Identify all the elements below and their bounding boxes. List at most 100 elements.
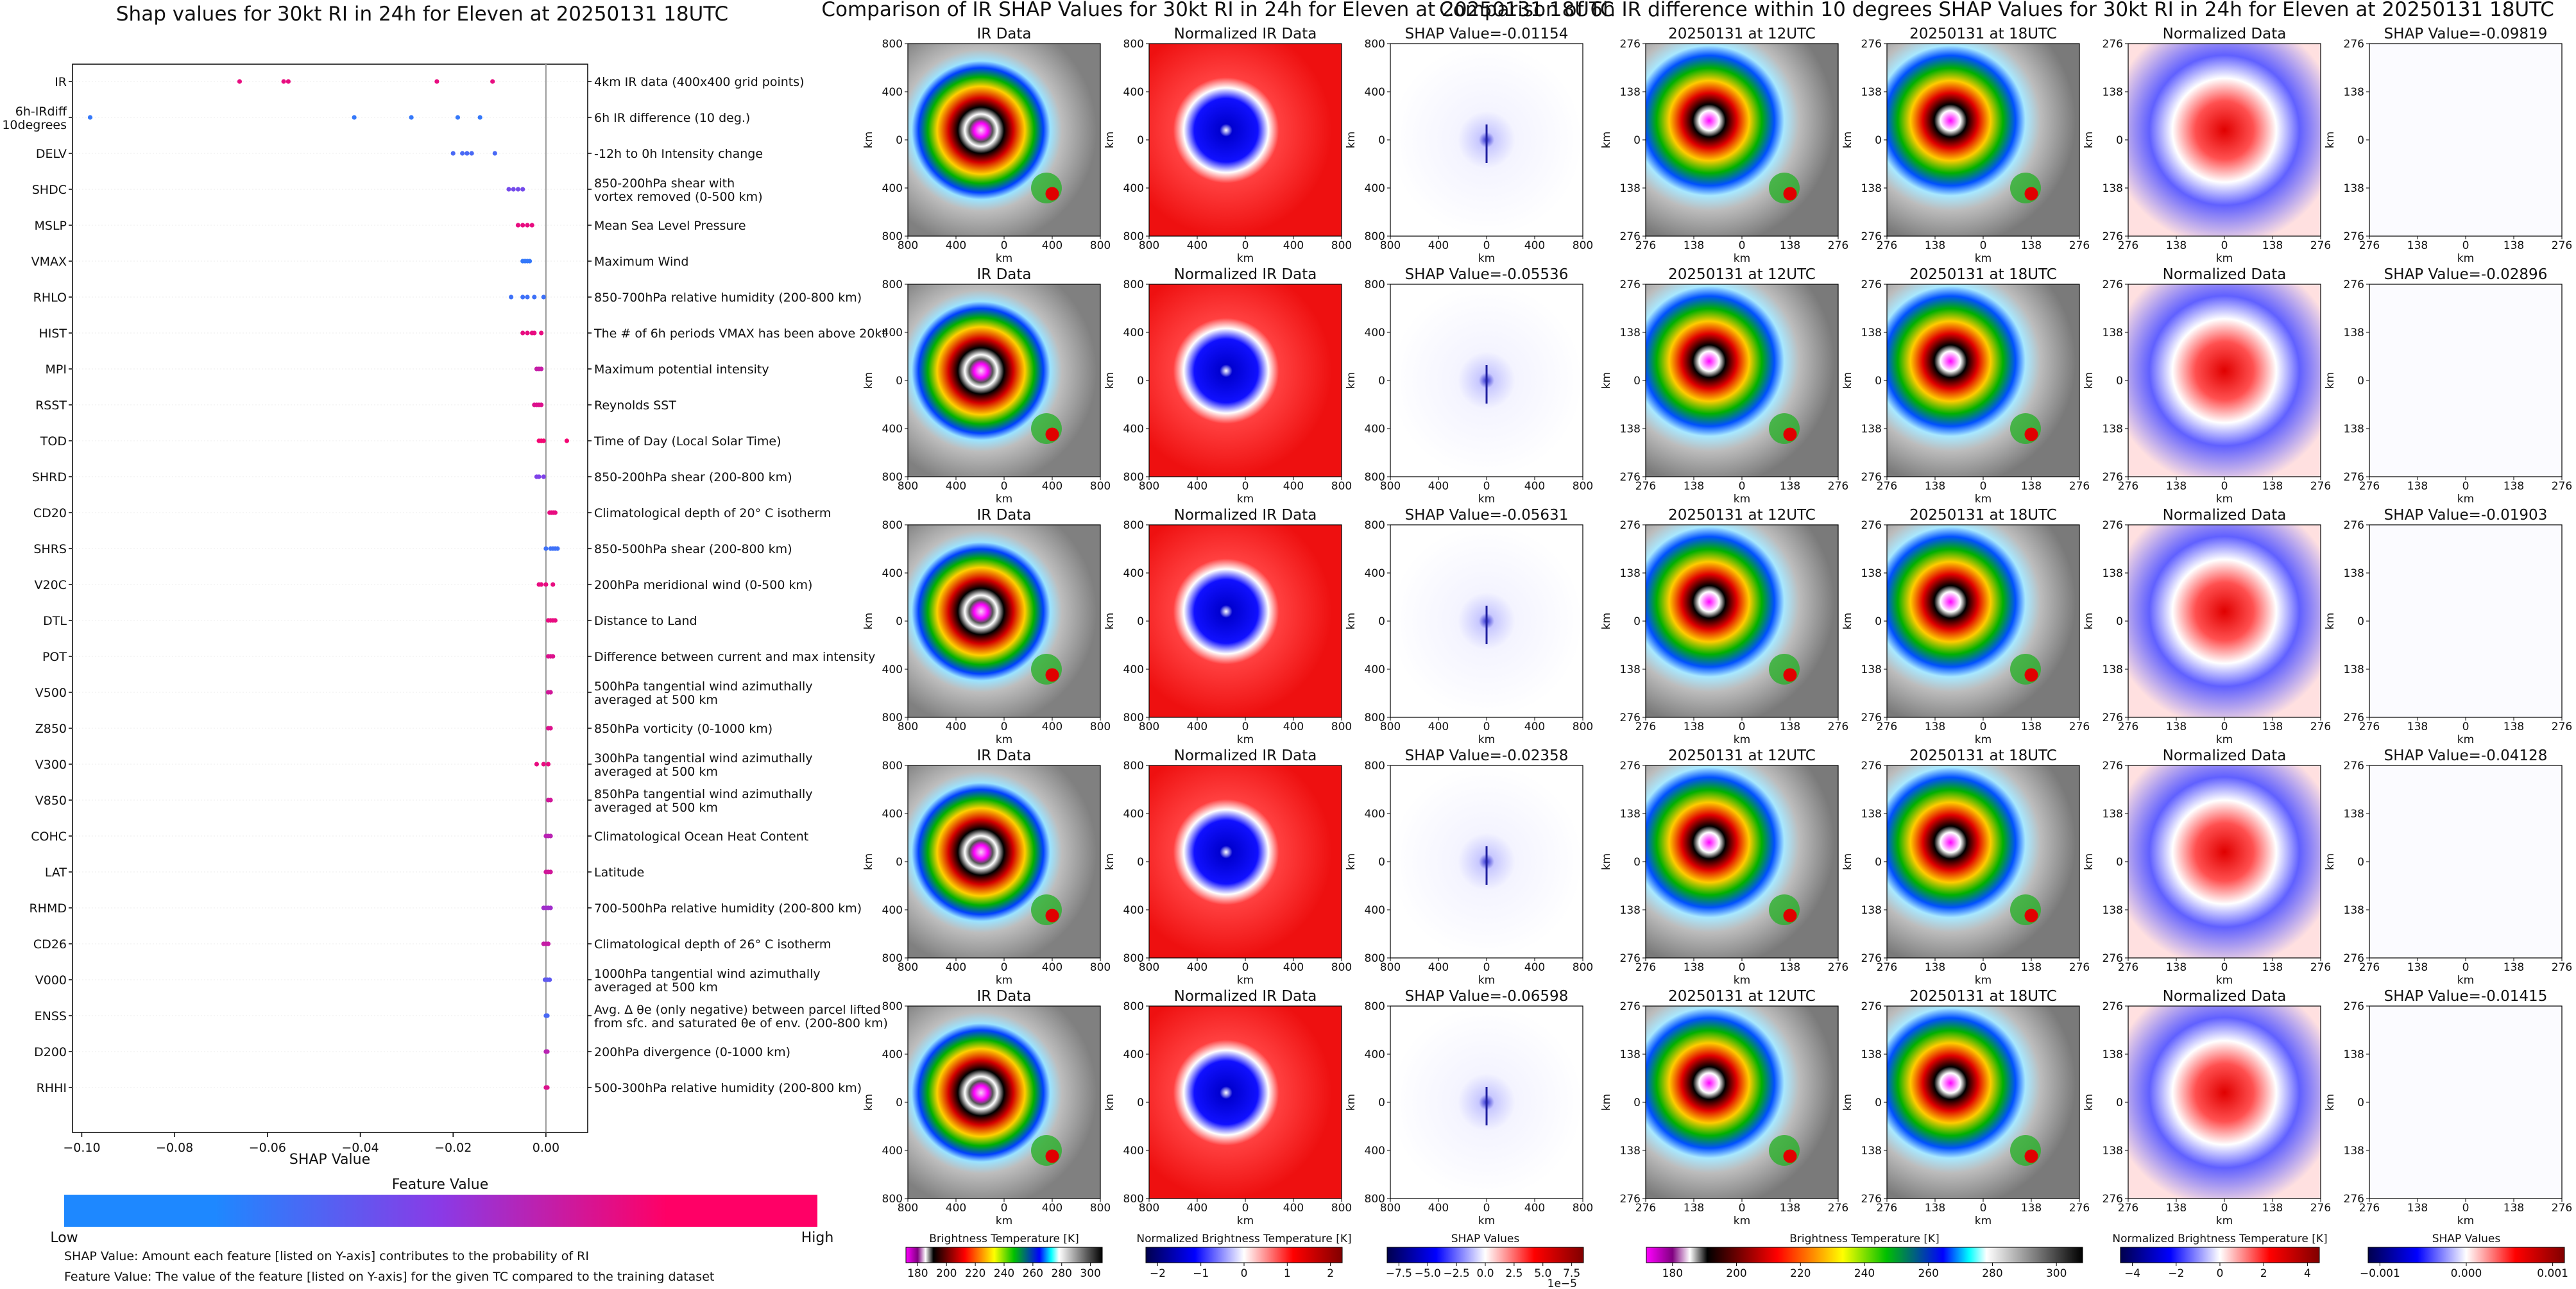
panel-y-tick-label: 800	[1123, 1193, 1144, 1206]
colorbar-bt: Brightness Temperature [K] 180 200 220 240 26…	[905, 1233, 1103, 1280]
panel-x-tick-label: 138	[2021, 721, 2042, 733]
panel-x-tick-label: 0	[1739, 1202, 1746, 1215]
panel-y-tick-label: 800	[1123, 760, 1144, 773]
panel-title: SHAP Value=-0.04128	[2384, 747, 2548, 764]
panel-y-tick-label: 0	[2116, 1097, 2123, 1109]
colorbar-shap2: SHAP Values −0.001 0.000 0.001	[2360, 1233, 2568, 1280]
panel-x-tick-label: 800	[1090, 721, 1111, 733]
panel-y-tick-label: 276	[2103, 952, 2123, 965]
panel-title: Normalized IR Data	[1174, 988, 1317, 1005]
panel-x-tick-label: 0	[1980, 480, 1987, 493]
panel-title: SHAP Value=-0.01903	[2384, 507, 2548, 524]
panel-y-tick-label: 138	[1620, 327, 1641, 339]
panel-x-tick-label: 0	[2462, 1202, 2469, 1215]
panel-x-tick-label: 0	[1739, 480, 1746, 493]
panel-y-tick-label: 276	[1861, 278, 1882, 291]
panel-x-tick-label: 0	[2462, 721, 2469, 733]
feature-description: Mean Sea Level Pressure	[594, 219, 746, 233]
panel-x-tick-label: 138	[2166, 239, 2187, 252]
panel-y-tick-label: 400	[1365, 423, 1385, 436]
panel-x-tick-label: 0	[1980, 1202, 1987, 1215]
panel-x-tick-label: 276	[1635, 1202, 1656, 1215]
panel-image	[2128, 765, 2321, 958]
panel-x-tick-label: 138	[2262, 480, 2283, 493]
panel-y-tick-label: 800	[882, 471, 903, 484]
panel-y-axis-label: km	[1600, 613, 1613, 629]
panel-title: 20250131 at 12UTC	[1668, 266, 1816, 283]
colorbar-label: Normalized Brightness Temperature [K]	[1136, 1233, 1351, 1245]
colorbar-bar	[2120, 1247, 2320, 1263]
panel-x-axis-label: km	[996, 252, 1012, 265]
shap-point	[506, 187, 511, 192]
panel-x-tick-label: 138	[2407, 1202, 2428, 1215]
panel-x-axis-label: km	[1237, 733, 1254, 746]
panel-x-tick-label: 138	[1684, 480, 1704, 493]
panel-y-tick-label: 138	[1861, 423, 1882, 436]
image-panel-ir6: 20250131 at 18UTC27627613813800138138276…	[1841, 988, 2090, 1227]
panel-x-tick-label: 276	[2552, 480, 2572, 493]
panel-image	[2369, 1006, 2562, 1199]
panel-y-tick-label: 138	[2344, 327, 2364, 339]
panel-x-tick-label: 138	[2407, 239, 2428, 252]
panel-x-tick-label: 276	[2069, 1202, 2090, 1215]
panel-x-tick-label: 800	[898, 1202, 918, 1215]
shap-point	[543, 546, 549, 551]
panel-x-tick-label: 800	[898, 480, 918, 493]
panel-x-tick-label: 0	[1242, 961, 1249, 974]
panel-x-axis-label: km	[2216, 974, 2233, 987]
panel-x-tick-label: 800	[1090, 1202, 1111, 1215]
panel-x-tick-label: 800	[1331, 1202, 1352, 1215]
panel-y-tick-label: 800	[1365, 230, 1385, 243]
panel-y-tick-label: 800	[1365, 471, 1385, 484]
panel-x-tick-label: 276	[2552, 961, 2572, 974]
panel-y-axis-label: km	[1345, 372, 1358, 389]
x-tick-label: −0.10	[63, 1141, 100, 1155]
panel-y-tick-label: 400	[1123, 327, 1144, 339]
shap-point	[532, 330, 537, 336]
panel-y-tick-label: 138	[1620, 663, 1641, 676]
feature-description: Distance to Land	[594, 614, 697, 628]
panel-x-tick-label: 276	[2359, 239, 2380, 252]
colorbar-tick-label: 260	[1023, 1267, 1043, 1280]
shap-point	[87, 115, 93, 120]
panel-x-tick-label: 276	[2118, 239, 2138, 252]
panel-y-tick-label: 276	[1620, 519, 1641, 532]
panel-y-axis-label: km	[2083, 1094, 2095, 1111]
image-panel-shap2: SHAP Value=-0.09819276276138138001381382…	[2324, 26, 2572, 265]
shap-point	[543, 582, 549, 587]
panel-x-tick-label: 138	[2021, 961, 2042, 974]
panel-title: SHAP Value=-0.02358	[1405, 747, 1569, 764]
panel-y-tick-label: 138	[2103, 808, 2123, 821]
panel-y-tick-label: 800	[1123, 1000, 1144, 1013]
panel-y-tick-label: 0	[896, 134, 903, 147]
feature-description: Maximum Wind	[594, 255, 688, 269]
panel-y-tick-label: 0	[896, 615, 903, 628]
feature-name-label: COHC	[31, 830, 67, 844]
convective-core	[1045, 1149, 1059, 1163]
image-panel-shap: SHAP Value=-0.05631800800400400004004008…	[1345, 507, 1593, 746]
panel-x-tick-label: 0	[1242, 480, 1249, 493]
panel-x-tick-label: 138	[2262, 1202, 2283, 1215]
panel-title: SHAP Value=-0.05536	[1405, 266, 1569, 283]
panel-x-axis-label: km	[996, 493, 1012, 506]
panel-x-tick-label: 138	[2262, 721, 2283, 733]
image-panel-dn: Normalized Data2762761381380013813827627…	[2083, 266, 2331, 506]
panel-x-tick-label: 0	[2221, 239, 2228, 252]
panel-y-tick-label: 800	[882, 278, 903, 291]
panel-x-axis-label: km	[2457, 252, 2474, 265]
panel-x-tick-label: 0	[1483, 480, 1490, 493]
colorbar-tick-label: 0	[2217, 1267, 2224, 1280]
panel-y-tick-label: 0	[1875, 615, 1882, 628]
panel-y-tick-label: 0	[1875, 375, 1882, 388]
panel-y-tick-label: 0	[2357, 375, 2364, 388]
panel-y-tick-label: 138	[1620, 182, 1641, 195]
x-tick-label: −0.06	[249, 1141, 286, 1155]
panel-title: 20250131 at 18UTC	[1909, 747, 2057, 764]
x-axis-ticks: −0.10 −0.08 −0.06 −0.04 −0.02 0.00	[63, 1132, 559, 1155]
panel-y-tick-label: 800	[882, 38, 903, 51]
panel-x-tick-label: 138	[2503, 1202, 2524, 1215]
panel-y-tick-label: 400	[882, 182, 903, 195]
shap-point	[564, 438, 570, 443]
panel-x-axis-label: km	[2216, 493, 2233, 506]
image-panels: IR Data80080040040000400400800800kmkmNor…	[862, 26, 2572, 1227]
